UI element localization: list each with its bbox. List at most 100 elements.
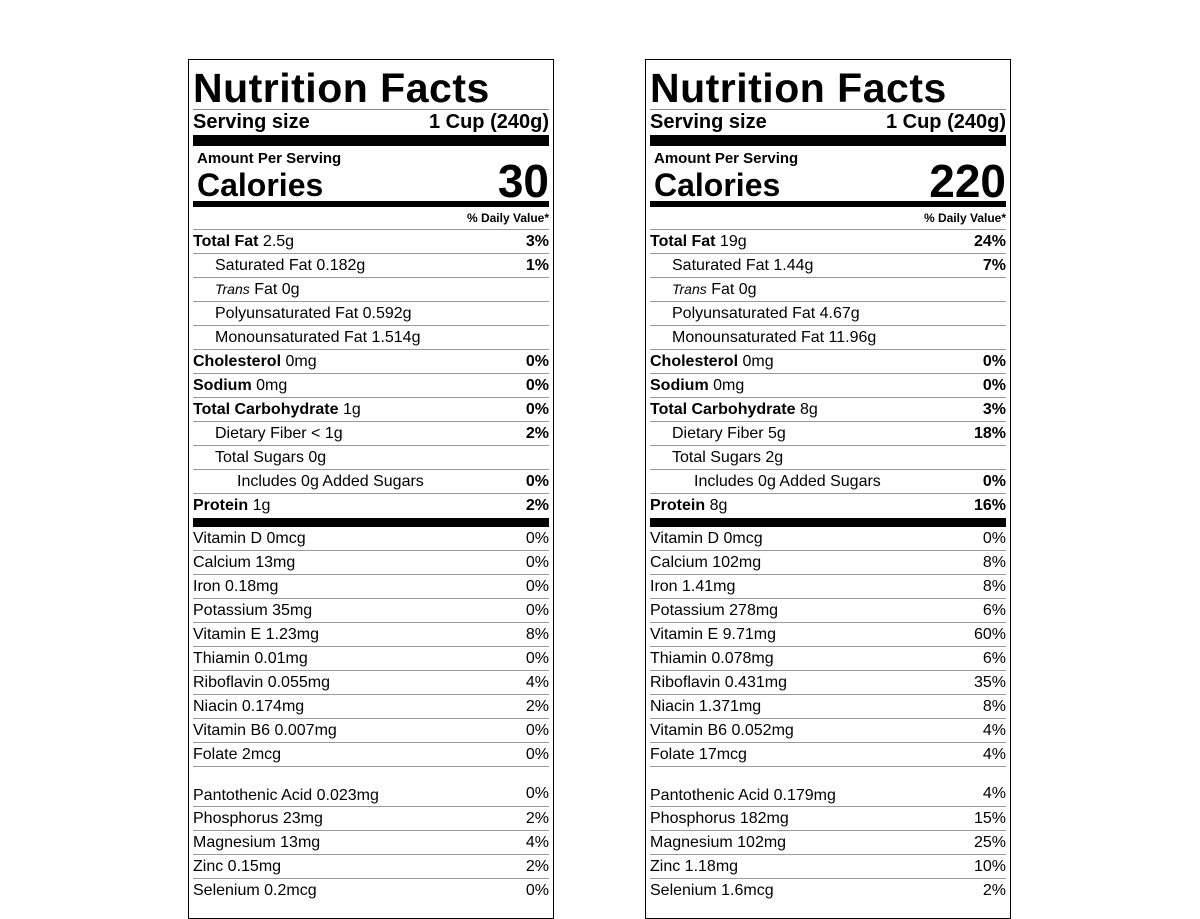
dietary-fiber-row: Dietary Fiber < 1g 2%: [193, 422, 549, 446]
total-carbohydrate-label: Total Carbohydrate: [650, 401, 796, 418]
thick-divider: [650, 518, 1006, 527]
micronutrient-pct: 0%: [525, 746, 549, 763]
micronutrient-row: Thiamin 0.078mg 6%: [650, 647, 1006, 671]
cholesterol-amount: 0mg: [281, 353, 317, 370]
polyunsaturated-fat-label: Polyunsaturated Fat 0.592g: [215, 305, 412, 322]
protein-pct: 2%: [525, 497, 549, 514]
micronutrient-label: Folate 2mcg: [193, 746, 282, 763]
saturated-fat-row: Saturated Fat 1.44g 7%: [650, 254, 1006, 278]
micronutrient-label: Calcium 13mg: [193, 554, 296, 571]
micronutrient-pct: 6%: [982, 602, 1006, 619]
label-title: Nutrition Facts: [193, 65, 490, 111]
monounsaturated-fat-label: Monounsaturated Fat 11.96g: [672, 329, 877, 346]
polyunsaturated-fat-label: Polyunsaturated Fat 4.67g: [672, 305, 860, 322]
micronutrient-row: Vitamin E 9.71mg 60%: [650, 623, 1006, 647]
added-sugars-label: Includes 0g Added Sugars: [237, 473, 424, 490]
sodium-amount: 0mg: [251, 377, 288, 394]
added-sugars-row: Includes 0g Added Sugars 0%: [650, 470, 1006, 494]
micronutrient-row: Pantothenic Acid 0.023mg 0%: [193, 767, 549, 807]
micronutrient-label: Vitamin B6 0.052mg: [650, 722, 794, 739]
total-sugars-label: Total Sugars 2g: [672, 449, 784, 466]
total-fat-amount: 19g: [715, 233, 747, 250]
micronutrient-row: Zinc 1.18mg 10%: [650, 855, 1006, 879]
micronutrient-row: Niacin 1.371mg 8%: [650, 695, 1006, 719]
amount-per-serving: Amount Per Serving: [197, 150, 342, 167]
dietary-fiber-pct: 18%: [973, 425, 1006, 442]
trans-fat-row: Trans Fat 0g: [650, 278, 1006, 302]
total-carbohydrate-pct: 0%: [525, 401, 549, 418]
total-fat-pct: 24%: [973, 233, 1006, 250]
micronutrient-label: Vitamin E 1.23mg: [193, 626, 319, 643]
calories-value: 30: [497, 155, 549, 207]
micronutrient-pct: 8%: [982, 698, 1006, 715]
nutrition-label-left: Nutrition Facts Serving size 1 Cup (240g…: [188, 59, 554, 919]
micronutrient-row: Magnesium 102mg 25%: [650, 831, 1006, 855]
micronutrient-row: Vitamin D 0mcg 0%: [650, 527, 1006, 551]
micronutrient-pct: 8%: [982, 554, 1006, 571]
protein-row: Protein 1g 2%: [193, 494, 549, 517]
micronutrient-row: Potassium 278mg 6%: [650, 599, 1006, 623]
micronutrient-pct: 0%: [525, 785, 549, 802]
saturated-fat-label: Saturated Fat 1.44g: [672, 257, 814, 274]
micronutrient-pct: 6%: [982, 650, 1006, 667]
micronutrient-row: Niacin 0.174mg 2%: [193, 695, 549, 719]
micronutrient-label: Niacin 0.174mg: [193, 698, 305, 715]
protein-row: Protein 8g 16%: [650, 494, 1006, 517]
protein-amount: 1g: [248, 497, 271, 514]
total-carbohydrate-label: Total Carbohydrate: [193, 401, 339, 418]
calories-label: Calories: [197, 167, 324, 203]
amount-per-serving: Amount Per Serving: [654, 150, 799, 167]
total-fat-row: Total Fat 2.5g 3%: [193, 230, 549, 254]
micronutrient-pct: 0%: [525, 530, 549, 547]
micronutrient-pct: 0%: [525, 602, 549, 619]
trans-fat-row: Trans Fat 0g: [193, 278, 549, 302]
thick-divider: [650, 135, 1006, 146]
micronutrient-label: Magnesium 102mg: [650, 834, 787, 851]
total-sugars-label: Total Sugars 0g: [215, 449, 327, 466]
micronutrient-pct: 2%: [525, 810, 549, 827]
total-carbohydrate-pct: 3%: [982, 401, 1006, 418]
micronutrient-row: Pantothenic Acid 0.179mg 4%: [650, 767, 1006, 807]
micronutrient-row: Calcium 102mg 8%: [650, 551, 1006, 575]
micronutrient-pct: 60%: [973, 626, 1006, 643]
micronutrient-label: Pantothenic Acid 0.179mg: [650, 787, 836, 804]
micronutrient-row: Thiamin 0.01mg 0%: [193, 647, 549, 671]
cholesterol-row: Cholesterol 0mg 0%: [193, 350, 549, 374]
micronutrient-row: Calcium 13mg 0%: [193, 551, 549, 575]
micronutrient-list: Vitamin D 0mcg 0% Calcium 102mg 8% Iron 1.41…: [650, 527, 1006, 902]
added-sugars-pct: 0%: [525, 473, 549, 490]
sodium-amount: 0mg: [708, 377, 745, 394]
micronutrient-row: Selenium 1.6mcg 2%: [650, 879, 1006, 902]
serving-size-label: Serving size: [193, 111, 310, 133]
micronutrient-pct: 0%: [982, 530, 1006, 547]
daily-value-header: % Daily Value*: [650, 207, 1006, 230]
dietary-fiber-pct: 2%: [525, 425, 549, 442]
micronutrient-pct: 8%: [525, 626, 549, 643]
protein-label: Protein: [650, 497, 706, 514]
micronutrient-pct: 4%: [525, 674, 549, 691]
sodium-pct: 0%: [982, 377, 1006, 394]
micronutrient-row: Vitamin D 0mcg 0%: [193, 527, 549, 551]
micronutrient-pct: 0%: [525, 722, 549, 739]
micronutrient-row: Riboflavin 0.055mg 4%: [193, 671, 549, 695]
protein-amount: 8g: [705, 497, 728, 514]
micronutrient-label: Vitamin B6 0.007mg: [193, 722, 337, 739]
cholesterol-pct: 0%: [525, 353, 549, 370]
micronutrient-label: Zinc 0.15mg: [193, 858, 282, 875]
added-sugars-row: Includes 0g Added Sugars 0%: [193, 470, 549, 494]
micronutrient-pct: 15%: [973, 810, 1006, 827]
micronutrient-row: Iron 0.18mg 0%: [193, 575, 549, 599]
cholesterol-row: Cholesterol 0mg 0%: [650, 350, 1006, 374]
cholesterol-label: Cholesterol: [193, 353, 282, 370]
micronutrient-label: Potassium 278mg: [650, 602, 779, 619]
micronutrient-row: Zinc 0.15mg 2%: [193, 855, 549, 879]
micronutrient-row: Iron 1.41mg 8%: [650, 575, 1006, 599]
micronutrient-pct: 4%: [982, 722, 1006, 739]
micronutrient-pct: 2%: [982, 882, 1006, 899]
saturated-fat-pct: 7%: [982, 257, 1006, 274]
serving-size-row: Serving size 1 Cup (240g): [650, 109, 1006, 134]
micronutrient-row: Potassium 35mg 0%: [193, 599, 549, 623]
micronutrient-label: Thiamin 0.078mg: [650, 650, 774, 667]
calories-label: Calories: [654, 167, 781, 203]
sodium-label: Sodium: [193, 377, 252, 394]
